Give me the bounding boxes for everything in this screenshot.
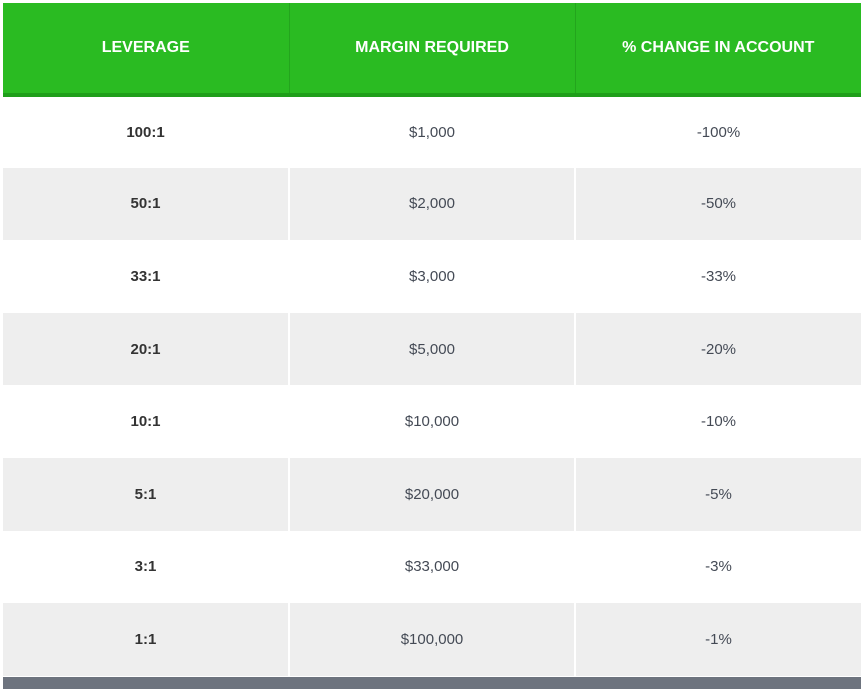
margin-cell: $5,000 [289,312,576,386]
leverage-table: LEVERAGE MARGIN REQUIRED % CHANGE IN ACC… [3,3,861,676]
leverage-cell: 20:1 [3,312,290,386]
margin-cell: $10,000 [289,385,576,458]
table-header: LEVERAGE MARGIN REQUIRED % CHANGE IN ACC… [3,3,861,97]
table-row: 1:1 $100,000 -1% [3,603,861,676]
margin-cell: $33,000 [289,530,576,604]
leverage-cell: 5:1 [3,457,290,531]
change-cell: -5% [705,485,732,503]
margin-cell: $100,000 [289,603,576,676]
table-row: 5:1 $20,000 -5% [3,457,861,531]
change-cell: -1% [705,630,732,648]
margin-cell: $3,000 [289,240,576,313]
leverage-cell: 33:1 [3,240,290,313]
header-leverage: LEVERAGE [3,3,290,97]
table-row: 3:1 $33,000 -3% [3,530,861,604]
leverage-table-container: LEVERAGE MARGIN REQUIRED % CHANGE IN ACC… [3,3,861,676]
change-cell: -20% [700,340,737,358]
change-cell: -10% [700,413,737,431]
table-body: 100:1 $1,000 -100% 50:1 $2,000 -50% 33:1… [3,95,861,676]
table-row: 100:1 $1,000 -100% [3,95,861,168]
margin-cell: $2,000 [289,167,576,241]
leverage-cell: 10:1 [3,385,290,458]
table-row: 20:1 $5,000 -20% [3,312,861,386]
table-row: 10:1 $10,000 -10% [3,385,861,458]
margin-cell: $20,000 [289,457,576,531]
leverage-cell: 50:1 [3,167,290,241]
table-row: 33:1 $3,000 -33% [3,240,861,313]
margin-cell: $1,000 [289,95,576,168]
leverage-cell: 3:1 [3,530,290,604]
leverage-cell: 100:1 [3,95,290,168]
header-change-in-account: % CHANGE IN ACCOUNT [575,3,861,97]
change-cell: -50% [700,195,737,213]
table-footer-bar [3,677,861,689]
header-row: LEVERAGE MARGIN REQUIRED % CHANGE IN ACC… [3,3,861,97]
change-cell: -100% [696,123,741,141]
leverage-cell: 1:1 [3,603,290,676]
change-cell: -33% [700,267,737,285]
change-cell: -3% [705,558,732,576]
table-row: 50:1 $2,000 -50% [3,167,861,241]
header-margin-required: MARGIN REQUIRED [289,3,576,97]
